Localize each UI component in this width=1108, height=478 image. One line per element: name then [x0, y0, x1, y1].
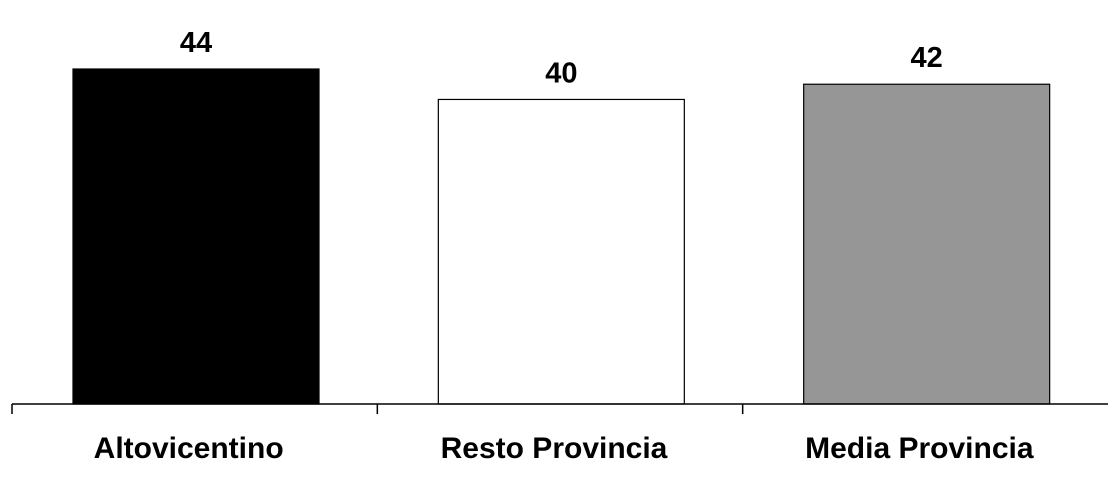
bars-layer — [72, 68, 1051, 405]
labels-layer: 44 Altovicentino 40 Resto Provincia 42 Media … — [94, 27, 1034, 465]
bar-resto-provincia — [437, 98, 685, 405]
data-label-altovicentino: 44 — [180, 27, 212, 59]
bar-media-provincia — [803, 83, 1051, 405]
x-axis — [11, 403, 1108, 414]
data-label-media-provincia: 42 — [911, 42, 943, 74]
category-label-altovicentino: Altovicentino — [94, 432, 284, 465]
data-label-resto-provincia: 40 — [545, 57, 577, 89]
category-label-resto-provincia: Resto Provincia — [441, 432, 668, 465]
bar-altovicentino — [72, 68, 320, 405]
category-label-media-provincia: Media Provincia — [805, 432, 1034, 465]
